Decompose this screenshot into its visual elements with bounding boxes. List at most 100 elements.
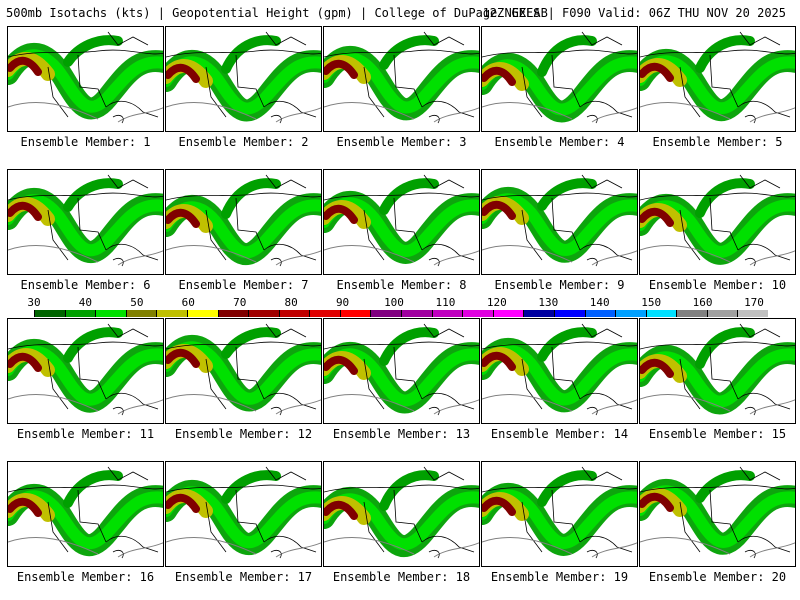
colorbar-swatch xyxy=(248,310,280,317)
ensemble-member-label: Ensemble Member: 5 xyxy=(652,135,783,149)
ensemble-member-label: Ensemble Member: 3 xyxy=(336,135,467,149)
colorbar-swatch xyxy=(156,310,188,317)
ensemble-member-label: Ensemble Member: 4 xyxy=(494,135,625,149)
map-plot xyxy=(324,174,479,267)
map-plot xyxy=(482,31,637,124)
map-plot xyxy=(482,174,637,267)
colorbar-tick-label: 90 xyxy=(335,296,350,309)
ensemble-member-map xyxy=(481,318,638,424)
ensemble-member-map xyxy=(165,461,322,567)
product-title: 500mb Isotachs (kts) | Geopotential Heig… xyxy=(6,6,548,20)
colorbar-swatch xyxy=(492,310,525,317)
colorbar-right-arrow xyxy=(768,308,792,318)
colorbar-strip xyxy=(34,310,769,317)
map-plot xyxy=(640,466,795,559)
map-plot xyxy=(8,31,163,124)
ensemble-member-map xyxy=(481,461,638,567)
map-plot xyxy=(482,323,637,416)
map-plot xyxy=(640,31,795,124)
ensemble-member-label: Ensemble Member: 18 xyxy=(332,570,471,584)
ensemble-member-map xyxy=(639,26,796,132)
map-plot xyxy=(166,466,321,559)
colorbar-swatch xyxy=(676,310,708,317)
colorbar-swatch xyxy=(64,310,97,317)
ensemble-member-label: Ensemble Member: 8 xyxy=(336,278,467,292)
ensemble-member-label: Ensemble Member: 9 xyxy=(494,278,625,292)
ensemble-member-label: Ensemble Member: 6 xyxy=(20,278,151,292)
ensemble-member-map xyxy=(323,318,480,424)
ensemble-member-map xyxy=(481,169,638,275)
colorbar-swatch xyxy=(370,310,402,317)
ensemble-member-label: Ensemble Member: 14 xyxy=(490,427,629,441)
map-plot xyxy=(166,31,321,124)
colorbar-tick-label: 70 xyxy=(233,296,247,309)
ensemble-member-map xyxy=(639,461,796,567)
ensemble-member-map xyxy=(639,169,796,275)
map-header: 500mb Isotachs (kts) | Geopotential Heig… xyxy=(0,0,800,24)
ensemble-member-label: Ensemble Member: 15 xyxy=(648,427,787,441)
ensemble-member-label: Ensemble Member: 16 xyxy=(16,570,155,584)
colorbar-tick-label: 60 xyxy=(181,296,195,309)
colorbar-swatch xyxy=(462,310,494,317)
colorbar-swatch xyxy=(186,310,219,317)
colorbar-swatch xyxy=(125,310,158,317)
colorbar-left-arrow xyxy=(0,308,34,318)
ensemble-member-label: Ensemble Member: 10 xyxy=(648,278,787,292)
colorbar-swatch xyxy=(34,310,66,317)
ensemble-member-label: Ensemble Member: 1 xyxy=(20,135,151,149)
ensemble-member-label: Ensemble Member: 12 xyxy=(174,427,313,441)
ensemble-member-label: Ensemble Member: 11 xyxy=(16,427,155,441)
ensemble-member-map xyxy=(323,26,480,132)
ensemble-member-label: Ensemble Member: 20 xyxy=(648,570,787,584)
map-plot xyxy=(640,174,795,267)
ensemble-member-map xyxy=(7,461,164,567)
map-plot xyxy=(8,466,163,559)
colorbar-swatch xyxy=(401,310,433,317)
map-plot xyxy=(8,174,163,267)
ensemble-member-label: Ensemble Member: 17 xyxy=(174,570,313,584)
colorbar-swatch xyxy=(309,310,341,317)
colorbar-tick-label: 120 xyxy=(486,296,507,309)
map-plot xyxy=(324,466,479,559)
colorbar-tick-label: 110 xyxy=(435,296,456,309)
ensemble-member-map xyxy=(639,318,796,424)
isotach-colorbar: 30 40 50 60 70 80 90 100 110 120 130 140 150 160 170 xyxy=(0,296,800,322)
colorbar-tick-label: 80 xyxy=(284,296,298,309)
ensemble-member-map xyxy=(7,318,164,424)
map-plot xyxy=(166,323,321,416)
ensemble-member-map xyxy=(7,26,164,132)
colorbar-tick-label: 50 xyxy=(130,296,144,309)
colorbar-swatch xyxy=(615,310,647,317)
ensemble-member-label: Ensemble Member: 19 xyxy=(490,570,629,584)
ensemble-member-map xyxy=(165,169,322,275)
colorbar-tick-label: 160 xyxy=(692,296,713,309)
colorbar-swatch xyxy=(95,310,127,317)
colorbar-tick-label: 140 xyxy=(589,296,610,309)
colorbar-swatch xyxy=(217,310,250,317)
colorbar-swatch xyxy=(584,310,617,317)
colorbar-swatch xyxy=(737,310,769,317)
colorbar-tick-label: 100 xyxy=(384,296,404,309)
colorbar-swatch xyxy=(645,310,678,317)
colorbar-tick-label: 170 xyxy=(744,296,764,309)
map-plot xyxy=(324,323,479,416)
colorbar-swatch xyxy=(431,310,464,317)
map-plot xyxy=(640,323,795,416)
colorbar-tick-label: 150 xyxy=(641,296,662,309)
ensemble-member-map xyxy=(165,318,322,424)
colorbar-swatch xyxy=(339,310,372,317)
colorbar-swatch xyxy=(706,310,739,317)
map-plot xyxy=(324,31,479,124)
colorbar-tick-label: 130 xyxy=(538,296,559,309)
ensemble-member-map xyxy=(323,461,480,567)
colorbar-swatch xyxy=(523,310,555,317)
ensemble-member-map xyxy=(481,26,638,132)
ensemble-member-label: Ensemble Member: 2 xyxy=(178,135,309,149)
map-plot xyxy=(166,174,321,267)
colorbar-swatch xyxy=(278,310,311,317)
colorbar-tick-label: 40 xyxy=(78,296,93,309)
ensemble-member-label: Ensemble Member: 7 xyxy=(178,278,309,292)
run-valid-time: 12Z GEFS | F090 Valid: 06Z THU NOV 20 20… xyxy=(482,6,786,20)
ensemble-member-label: Ensemble Member: 13 xyxy=(332,427,471,441)
map-plot xyxy=(482,466,637,559)
